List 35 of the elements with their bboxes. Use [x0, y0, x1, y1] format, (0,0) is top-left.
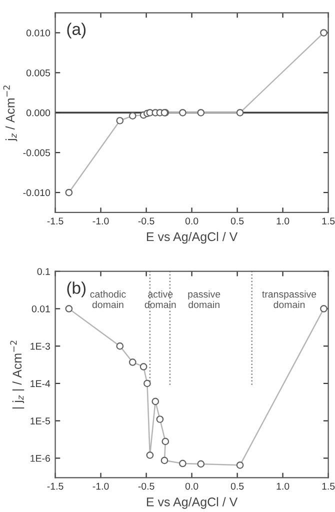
y-tick-label: 0.000	[26, 109, 50, 116]
x-axis-title: E vs Ag/AgCl / V	[146, 232, 238, 244]
x-tick-label: 1.5	[322, 482, 335, 490]
x-tick-label: 1.0	[276, 482, 290, 490]
annotation: transpassive domain	[262, 290, 316, 308]
x-tick-label: 1.5	[322, 218, 335, 224]
x-tick-label: 1.0	[276, 218, 290, 224]
y-tick-label: -0.005	[23, 149, 50, 156]
x-tick-label: -1.5	[47, 482, 64, 490]
x-tick-label: -1.0	[92, 482, 109, 490]
y-tick-label: 1E-4	[30, 380, 50, 387]
y-tick-label: -0.010	[23, 189, 50, 196]
y-axis-title: | j$_{z}$ | / Acm$^{−2}$	[10, 340, 24, 408]
text: (a)	[67, 22, 86, 38]
y-tick-label: 0.01	[32, 305, 50, 312]
y-tick-label: 1E-5	[30, 418, 50, 424]
x-tick-label: -1.0	[92, 218, 109, 224]
annotation: cathodic domain	[90, 290, 126, 308]
y-tick-label: 1E-6	[30, 454, 50, 462]
y-tick-label: 1E-3	[30, 342, 50, 350]
x-tick-label: -0.5	[138, 218, 154, 224]
x-tick-label: 0.5	[230, 482, 244, 490]
y-tick-label: 0.010	[26, 30, 50, 36]
y-tick-label: 0.1	[37, 268, 50, 275]
x-tick-label: -0.5	[138, 482, 154, 490]
annotation: passive domain	[188, 290, 220, 308]
x-tick-label: 0.0	[185, 218, 198, 224]
annotation: active domain	[144, 290, 176, 308]
y-axis-title: j$_{z}$ / Acm$^{−2}$	[3, 86, 18, 142]
x-tick-label: 0.0	[185, 482, 198, 490]
x-axis-title: E vs Ag/AgCl / V	[146, 497, 238, 509]
text: (b)	[67, 282, 86, 298]
x-tick-label: -1.5	[47, 218, 64, 224]
x-tick-label: 0.5	[230, 218, 244, 224]
y-tick-label: 0.005	[26, 69, 50, 76]
